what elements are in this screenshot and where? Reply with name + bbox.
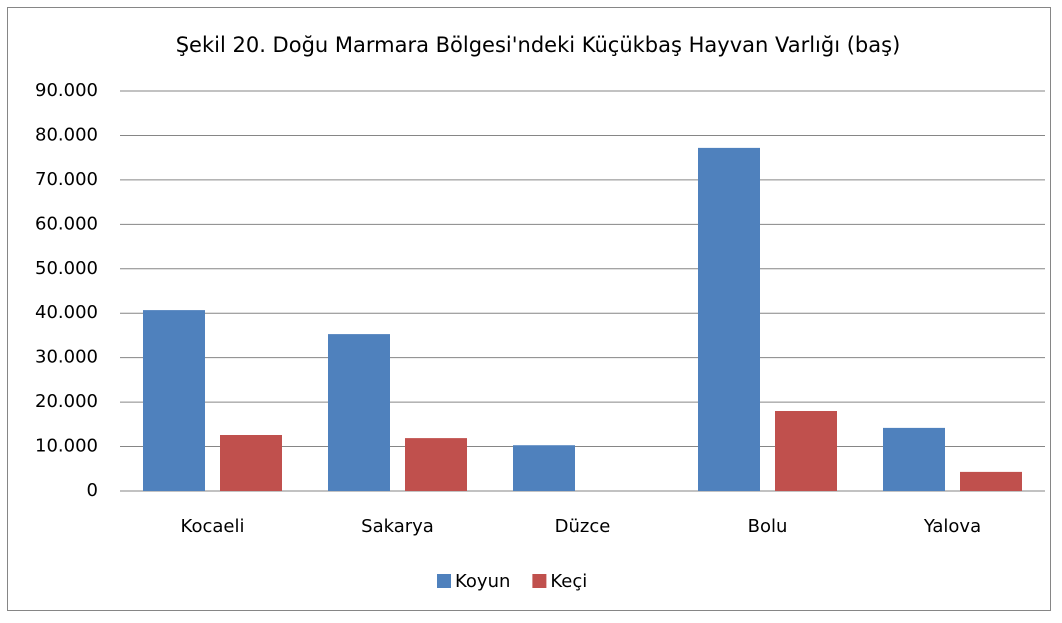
y-tick-label: 0 [87, 480, 98, 501]
y-tick-label: 40.000 [35, 302, 98, 323]
y-tick-label: 50.000 [35, 258, 98, 279]
y-tick-label: 10.000 [35, 436, 98, 457]
y-tick-label: 60.000 [35, 213, 98, 234]
bar [143, 310, 205, 491]
bar [513, 445, 575, 491]
legend-swatch [532, 574, 547, 588]
y-tick-label: 70.000 [35, 169, 98, 190]
x-tick-label: Düzce [555, 516, 611, 537]
bar [328, 334, 390, 491]
bar [775, 411, 837, 491]
y-tick-label: 90.000 [35, 80, 98, 101]
legend-label: Koyun [455, 571, 510, 592]
legend-label: Keçi [550, 571, 587, 592]
x-tick-label: Bolu [748, 516, 788, 537]
y-tick-label: 30.000 [35, 347, 98, 368]
chart-title: Şekil 20. Doğu Marmara Bölgesi'ndeki Küç… [176, 33, 901, 57]
legend-swatch [437, 574, 451, 588]
y-tick-label: 20.000 [35, 391, 98, 412]
y-tick-label: 80.000 [35, 124, 98, 145]
bar [698, 147, 760, 491]
x-tick-label: Sakarya [361, 516, 434, 537]
bar [405, 438, 467, 491]
chart-border [7, 7, 1051, 611]
bar [220, 435, 282, 491]
x-tick-label: Kocaeli [181, 516, 245, 537]
bar [883, 427, 945, 491]
bar [960, 471, 1022, 491]
x-tick-label: Yalova [923, 516, 981, 537]
